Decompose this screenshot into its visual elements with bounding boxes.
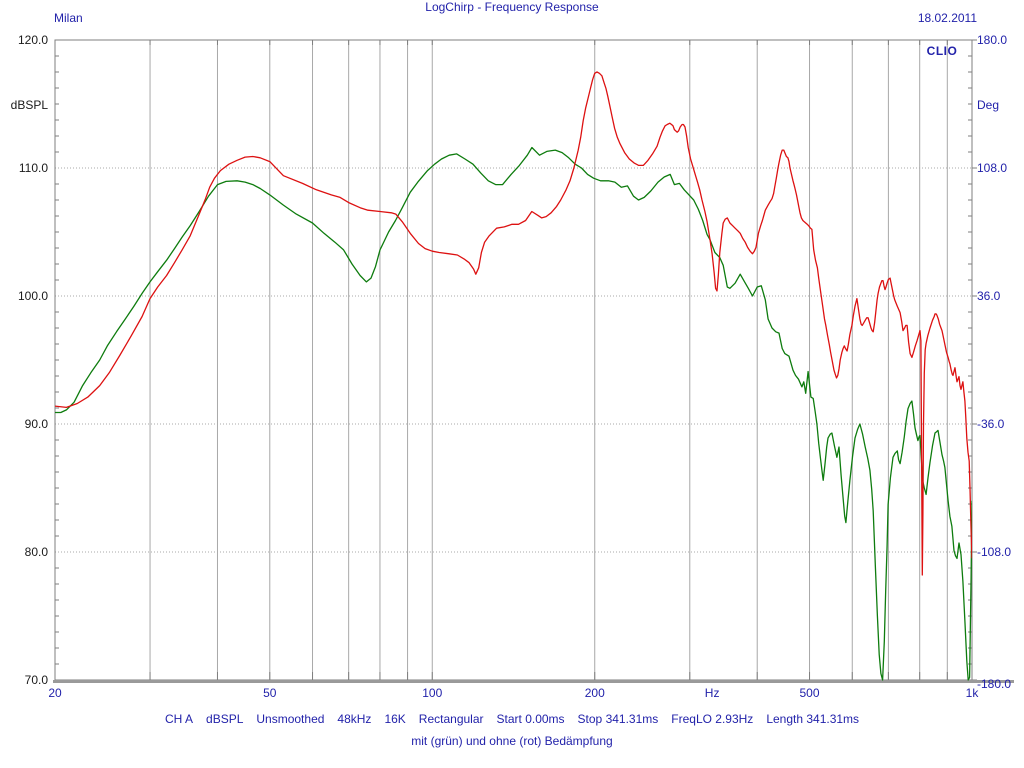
x-axis-unit: Hz	[704, 686, 720, 700]
workspace-name: Milan	[54, 11, 83, 25]
right-axis-label: -108.0	[977, 545, 1012, 559]
x-axis-label: 200	[584, 686, 605, 700]
green-curve-mit-bedaempfung	[55, 146, 972, 681]
right-axis-label: -36.0	[977, 417, 1005, 431]
status-item: CH A	[165, 712, 194, 726]
right-axis-unit: Deg	[977, 98, 1000, 112]
status-bar: CH A dBSPL Unsmoothed 48kHz 16K Rectangular St…	[165, 712, 859, 726]
x-axis-label: 1k	[965, 686, 979, 700]
right-axis-label: 36.0	[977, 289, 1001, 303]
x-axis-label: 20	[48, 686, 62, 700]
status-item: Rectangular	[418, 712, 484, 726]
left-axis-label: 120.0	[17, 33, 48, 47]
status-item: dBSPL	[206, 712, 244, 726]
red-curve-ohne-bedaempfung	[55, 71, 972, 576]
left-axis-label: 110.0	[18, 161, 48, 175]
left-axis-label: 90.0	[24, 417, 48, 431]
status-item: Stop 341.31ms	[577, 712, 659, 726]
caption: mit (grün) und ohne (rot) Bedämpfung	[411, 734, 613, 748]
right-axis-label: -180.0	[977, 677, 1012, 691]
x-axis-label: 500	[799, 686, 820, 700]
left-axis-label: 100.0	[17, 289, 48, 303]
status-item: FreqLO 2.93Hz	[671, 712, 754, 726]
right-axis-label: 108.0	[977, 161, 1008, 175]
x-axis-label: 100	[422, 686, 443, 700]
right-axis-label: 180.0	[977, 33, 1008, 47]
left-axis-label: 70.0	[24, 673, 48, 687]
status-item: 48kHz	[337, 712, 372, 726]
status-item: Length 341.31ms	[766, 712, 860, 726]
page-title: LogChirp - Frequency Response	[425, 0, 599, 14]
measurement-date: 18.02.2011	[917, 11, 977, 25]
status-item: 16K	[384, 712, 406, 726]
clio-logo: CLIO	[926, 44, 958, 58]
status-item: Start 0.00ms	[496, 712, 565, 726]
plot-border	[54, 39, 973, 681]
left-axis-label: 80.0	[24, 545, 48, 559]
x-axis-label: 50	[263, 686, 277, 700]
status-item: Unsmoothed	[256, 712, 325, 726]
left-axis-unit: dBSPL	[10, 98, 48, 112]
